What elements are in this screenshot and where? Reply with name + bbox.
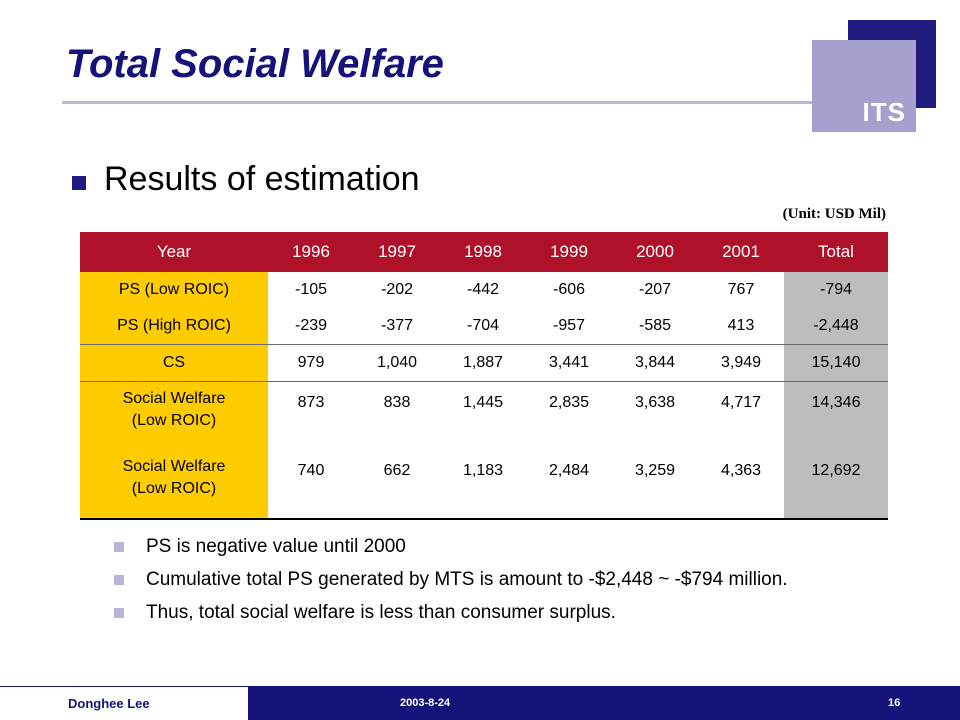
table-cell: 2,484 — [526, 450, 612, 520]
table-cell: 767 — [727, 281, 755, 298]
table-header-row: Year 1996 1997 1998 1999 2000 2001 Total — [80, 232, 888, 272]
table-cell: 413 — [698, 308, 784, 345]
slide-title: Total Social Welfare — [66, 42, 444, 86]
row-label: CS — [80, 344, 268, 382]
table-row: CS 979 1,040 1,887 3,441 3,844 3,949 15,… — [80, 344, 888, 382]
header-cell: Year — [80, 232, 268, 272]
list-item: Thus, total social welfare is less than … — [114, 600, 894, 625]
logo-text: ITS — [862, 97, 906, 127]
table-cell: -202 — [380, 281, 414, 298]
list-item: Cumulative total PS generated by MTS is … — [114, 567, 894, 592]
table-cell: 3,949 — [698, 344, 784, 382]
table-row: Social Welfare (Low ROIC) 873 838 1,445 … — [80, 381, 888, 450]
table-cell: -207 — [638, 281, 672, 298]
page-number: 16 — [888, 697, 901, 709]
table-cell: 3,844 — [612, 344, 698, 382]
footer-left-panel — [0, 687, 248, 720]
square-bullet-icon — [114, 575, 124, 585]
total-cell: -2,448 — [784, 308, 888, 345]
table-cell: 3,259 — [612, 450, 698, 520]
row-label: Social Welfare (Low ROIC) — [80, 381, 268, 450]
section-heading: Results of estimation — [104, 160, 420, 198]
table-cell: -377 — [354, 308, 440, 345]
table-cell: 3,441 — [526, 344, 612, 382]
list-item: PS is negative value until 2000 — [114, 534, 894, 559]
table-cell: -239 — [268, 308, 354, 345]
row-label-line: Social Welfare — [122, 390, 226, 407]
note-text: Thus, total social welfare is less than … — [146, 602, 616, 623]
row-label-line: (Low ROIC) — [131, 480, 217, 497]
total-cell: 15,140 — [784, 344, 888, 382]
table-cell: 3,638 — [634, 394, 676, 411]
table-row: PS (Low ROIC) -105 -202 -442 -606 -207 7… — [80, 272, 888, 308]
square-bullet-icon — [114, 542, 124, 552]
table-cell: 838 — [383, 394, 411, 411]
header-cell: 1999 — [526, 232, 612, 272]
row-label-line: (Low ROIC) — [131, 412, 217, 429]
table-cell: 1,183 — [440, 450, 526, 520]
table-cell: 662 — [354, 450, 440, 520]
footer-author: Donghee Lee — [68, 696, 150, 711]
note-text: PS is negative value until 2000 — [146, 536, 406, 557]
table-row: Social Welfare (Low ROIC) 740 662 1,183 … — [80, 450, 888, 520]
table-cell: -442 — [466, 281, 500, 298]
estimation-table: Year 1996 1997 1998 1999 2000 2001 Total… — [80, 232, 888, 520]
header-cell: 1997 — [354, 232, 440, 272]
square-bullet-icon — [114, 608, 124, 618]
table-cell: 2,835 — [548, 394, 590, 411]
header-cell: 2000 — [612, 232, 698, 272]
row-label: Social Welfare (Low ROIC) — [80, 450, 268, 520]
row-label-line: Social Welfare — [122, 458, 226, 475]
title-underline — [62, 101, 812, 104]
header-cell: 1998 — [440, 232, 526, 272]
note-text: Cumulative total PS generated by MTS is … — [146, 569, 788, 590]
total-cell: 12,692 — [784, 450, 888, 520]
table-cell: 4,717 — [720, 394, 762, 411]
square-bullet-icon — [72, 176, 86, 190]
header-cell: 2001 — [698, 232, 784, 272]
table-cell: -606 — [552, 281, 586, 298]
table-cell: -105 — [294, 281, 328, 298]
table-row: PS (High ROIC) -239 -377 -704 -957 -585 … — [80, 308, 888, 345]
row-label: PS (High ROIC) — [80, 308, 268, 345]
table-cell: 4,363 — [698, 450, 784, 520]
table-cell: 1,445 — [462, 394, 504, 411]
table-cell: 979 — [268, 344, 354, 382]
table-cell: 740 — [268, 450, 354, 520]
logo-front-square: ITS — [812, 40, 916, 132]
footer-date: 2003-8-24 — [400, 697, 451, 709]
total-cell: 14,346 — [784, 381, 888, 450]
header-cell: Total — [784, 232, 888, 272]
table-cell: 873 — [297, 394, 325, 411]
table-cell: 1,887 — [440, 344, 526, 382]
header-cell: 1996 — [268, 232, 354, 272]
footer-rule — [0, 686, 960, 687]
row-label: PS (Low ROIC) — [80, 272, 268, 308]
table-cell: -957 — [526, 308, 612, 345]
notes-list: PS is negative value until 2000 Cumulati… — [114, 534, 894, 633]
table-cell: -585 — [612, 308, 698, 345]
table-cell: -704 — [440, 308, 526, 345]
footer-bar — [248, 687, 960, 720]
table-cell: 1,040 — [354, 344, 440, 382]
total-cell: -794 — [784, 272, 888, 308]
unit-note: (Unit: USD Mil) — [782, 206, 886, 222]
